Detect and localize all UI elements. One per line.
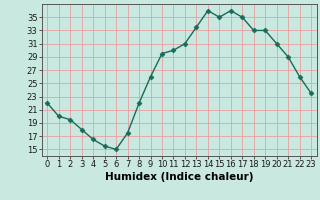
X-axis label: Humidex (Indice chaleur): Humidex (Indice chaleur) [105,172,253,182]
